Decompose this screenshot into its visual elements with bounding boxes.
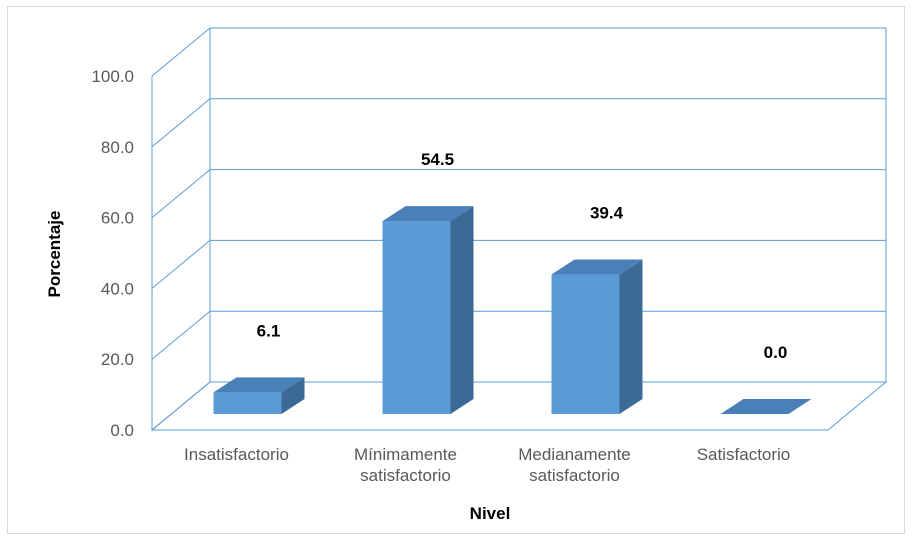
bar-top-face: [213, 377, 305, 393]
x-axis-title: Nivel: [470, 504, 511, 523]
category-label: Satisfactorio: [697, 445, 791, 464]
y-tick-label: 40.0: [101, 279, 134, 298]
bar-2: [551, 259, 643, 414]
category-label: Mínimamente satisfactorio: [354, 445, 457, 485]
data-label: 39.4: [590, 204, 624, 223]
side-wall-gridline: [151, 169, 211, 218]
side-wall-gridline: [151, 27, 211, 77]
category-labels: Insatisfactorio Mínimamente satisfactorioM…: [184, 445, 790, 485]
y-tick-label: 80.0: [101, 138, 134, 157]
category-label-line: satisfactorio: [529, 466, 620, 485]
bar-front-face: [382, 221, 451, 414]
data-label: 54.5: [421, 150, 454, 169]
bar-side-face: [450, 206, 474, 414]
bar-front-face: [213, 392, 282, 414]
category-label-line: Satisfactorio: [697, 445, 791, 464]
bar-side-face: [281, 377, 305, 414]
bar-front-face: [551, 274, 620, 414]
bars-layer: [213, 206, 812, 414]
category-label-line: Medianamente: [518, 445, 630, 464]
grid-layer: [150, 27, 888, 431]
data-label: 6.1: [257, 321, 281, 340]
y-tick-label: 0.0: [110, 421, 134, 440]
bar-3: [720, 399, 812, 414]
side-wall-gridline: [151, 240, 211, 289]
bar-1: [382, 206, 474, 414]
y-tick-label: 20.0: [101, 350, 134, 369]
category-label: Medianamente satisfactorio: [518, 445, 630, 485]
category-label-line: Mínimamente: [354, 445, 457, 464]
bar-top-face: [551, 259, 643, 275]
side-wall-gridline: [151, 98, 211, 148]
category-label-line: satisfactorio: [360, 466, 451, 485]
bar-0: [213, 377, 305, 414]
y-axis-title: Porcentaje: [45, 211, 64, 298]
data-labels: 6.1 54.5 39.4 0.0: [257, 150, 788, 362]
side-wall-gridline: [151, 310, 211, 360]
bar-top-face: [720, 399, 812, 414]
bar-top-face: [382, 206, 474, 222]
category-label: Insatisfactorio: [184, 445, 289, 464]
y-tick-label: 100.0: [91, 67, 134, 86]
floor-outline: [150, 381, 888, 431]
category-label-line: Insatisfactorio: [184, 445, 289, 464]
y-tick-labels: 0.0 20.0 40.0 60.0 80.0 100.0: [91, 67, 134, 440]
data-label: 0.0: [764, 343, 788, 362]
bar-side-face: [619, 259, 643, 414]
y-tick-label: 60.0: [101, 209, 134, 228]
